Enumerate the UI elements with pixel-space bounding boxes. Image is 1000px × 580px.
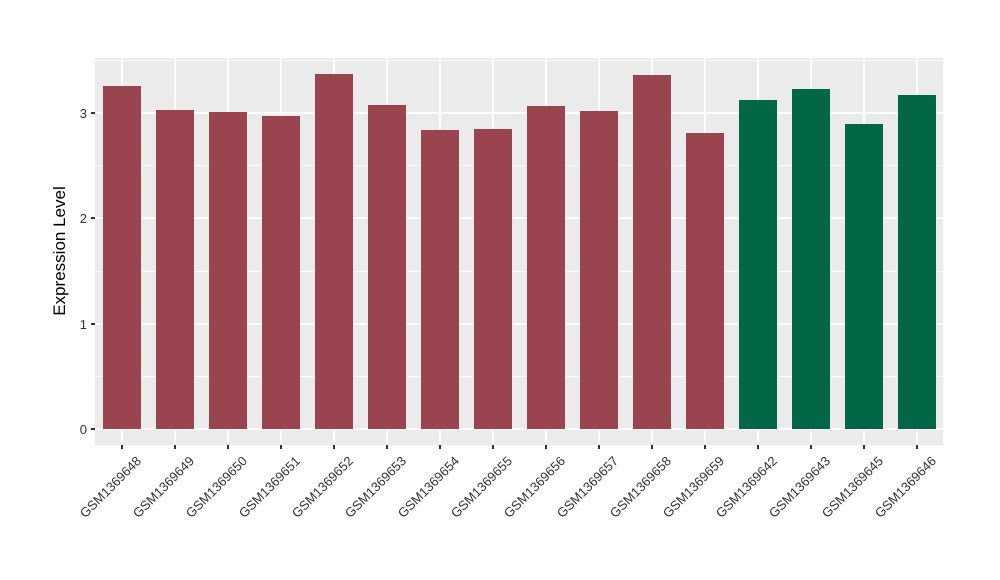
x-tick-mark	[809, 445, 812, 449]
y-tick-mark	[91, 112, 95, 114]
y-tick-label: 3	[79, 106, 87, 121]
x-tick-mark	[438, 445, 441, 449]
x-tick-mark	[279, 445, 282, 449]
bar-GSM1369656	[526, 105, 565, 429]
x-tick-mark	[544, 445, 547, 449]
gridline-minor	[95, 59, 943, 61]
x-tick-mark	[491, 445, 494, 449]
y-tick-mark	[91, 322, 95, 325]
y-tick-mark	[91, 217, 95, 220]
bar-GSM1369658	[632, 75, 671, 429]
x-tick-mark	[756, 445, 759, 449]
gridline-major	[95, 112, 943, 114]
gridline-major	[95, 428, 943, 430]
bar-GSM1369651	[261, 116, 300, 429]
x-tick-mark	[703, 445, 706, 449]
bar-GSM1369659	[685, 133, 724, 429]
x-tick-mark	[597, 445, 600, 449]
gridline-minor	[95, 165, 943, 167]
bar-GSM1369653	[367, 104, 406, 429]
x-tick-mark	[862, 445, 865, 449]
x-tick-mark	[226, 445, 229, 449]
bar-GSM1369646	[897, 95, 936, 429]
bar-GSM1369657	[579, 110, 618, 429]
y-tick-mark	[91, 428, 95, 430]
gridline-minor	[95, 270, 943, 272]
bar-GSM1369655	[473, 128, 512, 429]
y-tick-label: 0	[79, 422, 87, 437]
bar-GSM1369654	[420, 129, 459, 429]
gridline-major	[95, 217, 943, 220]
x-tick-mark	[120, 445, 123, 449]
bar-GSM1369649	[155, 109, 194, 429]
gridline-major	[95, 322, 943, 325]
x-tick-mark	[650, 445, 653, 449]
gridline-minor	[95, 375, 943, 377]
bar-GSM1369643	[791, 88, 830, 429]
y-tick-label: 1	[79, 316, 87, 332]
bar-GSM1369648	[102, 85, 141, 429]
x-tick-mark	[332, 445, 335, 449]
x-tick-mark	[915, 445, 918, 449]
y-tick-label: 2	[79, 211, 87, 227]
bar-GSM1369642	[738, 100, 777, 429]
bar-GSM1369652	[314, 74, 353, 429]
y-axis-title: Expression Level	[50, 186, 69, 316]
x-tick-mark	[385, 445, 388, 449]
x-tick-mark	[173, 445, 176, 449]
plot-panel	[95, 58, 943, 445]
bar-GSM1369645	[844, 123, 883, 429]
bar-GSM1369650	[208, 111, 247, 429]
